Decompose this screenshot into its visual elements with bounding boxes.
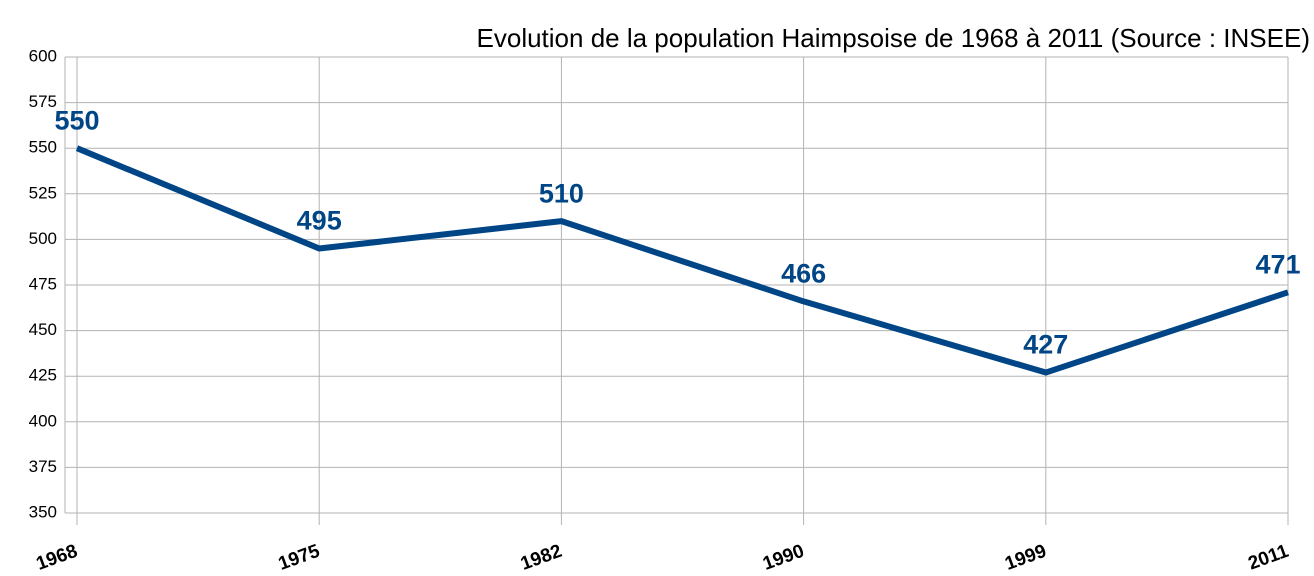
- y-tick-label: 400: [29, 411, 57, 430]
- x-tick-label: 1975: [276, 541, 323, 575]
- y-tick-label: 475: [29, 274, 57, 293]
- y-tick-label: 350: [29, 502, 57, 521]
- y-tick-label: 575: [29, 92, 57, 111]
- data-label: 495: [297, 206, 342, 236]
- y-tick-label: 600: [29, 46, 57, 65]
- y-tick-label: 500: [29, 229, 57, 248]
- data-label: 510: [539, 178, 584, 208]
- x-tick-label: 1968: [34, 541, 81, 575]
- x-tick-label: 1982: [518, 541, 565, 575]
- x-tick-label: 2011: [1245, 541, 1291, 575]
- line: [75, 145, 1289, 376]
- chart-title: Evolution de la population Haimpsoise de…: [477, 23, 1310, 53]
- data-label: 550: [54, 105, 99, 135]
- y-tick-label: 550: [29, 138, 57, 157]
- y-tick-label: 375: [29, 457, 57, 476]
- y-tick-label: 525: [29, 183, 57, 202]
- data-label: 471: [1255, 249, 1300, 279]
- x-tick-label: 1999: [1002, 541, 1049, 575]
- x-tick-label: 1990: [760, 541, 807, 575]
- data-label: 427: [1023, 330, 1068, 360]
- y-tick-label: 450: [29, 320, 57, 339]
- data-label: 466: [781, 259, 826, 289]
- y-tick-label: 425: [29, 366, 57, 385]
